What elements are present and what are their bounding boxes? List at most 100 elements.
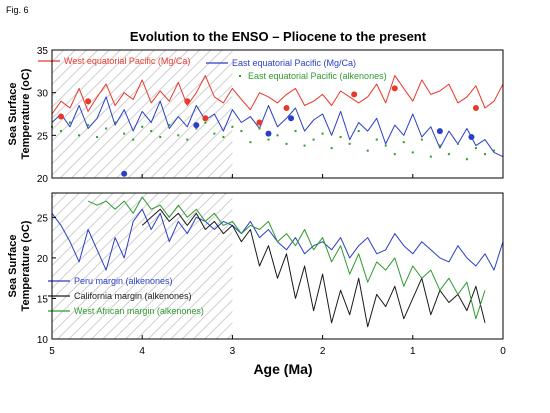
- y-axis-label: Sea SurfaceTemperature (oC): [7, 220, 32, 311]
- data-point: [267, 138, 270, 141]
- y-tick-label: 25: [37, 213, 49, 224]
- plot-frame: [51, 49, 504, 179]
- data-point: [78, 134, 81, 137]
- data-point: [375, 138, 378, 141]
- data-point: [69, 121, 72, 124]
- data-marker: [391, 85, 398, 92]
- data-point: [240, 130, 243, 133]
- y-tick-label: 35: [37, 46, 49, 57]
- y-tick-label: 25: [37, 131, 49, 142]
- data-point: [249, 141, 252, 144]
- data-marker: [472, 105, 479, 112]
- shaded-region: [52, 50, 233, 178]
- data-point: [195, 127, 198, 130]
- y-tick-label: 10: [37, 335, 49, 346]
- x-tick-label: 1: [410, 346, 416, 357]
- data-point: [177, 134, 180, 137]
- top-panel: West equatorial Pacific (Mg/Ca) East equa…: [7, 46, 504, 185]
- data-point: [213, 132, 216, 135]
- data-point: [303, 144, 306, 147]
- data-point: [465, 158, 468, 161]
- y-tick-label: 15: [37, 294, 49, 305]
- data-point: [483, 153, 486, 156]
- plot-frame: [51, 192, 504, 340]
- x-tick-label: 5: [49, 346, 55, 357]
- series-line: [51, 75, 504, 115]
- y-axis-label: Sea SurfaceTemperature (oC): [7, 68, 32, 159]
- legend-label: East equatorial Pacific (Mg/Ca): [232, 58, 356, 68]
- chart-title: Evolution to the ENSO – Pliocene to the …: [130, 29, 427, 44]
- data-point: [159, 136, 162, 139]
- data-point: [294, 130, 297, 133]
- data-point: [258, 127, 261, 130]
- y-tick-label: 30: [37, 89, 49, 100]
- data-marker: [436, 128, 443, 135]
- legend-label: West equatorial Pacific (Mg/Ca): [64, 56, 190, 66]
- data-point: [330, 147, 333, 150]
- data-point: [402, 141, 405, 144]
- series-line: [87, 196, 486, 320]
- data-marker: [351, 91, 358, 98]
- data-point: [105, 127, 108, 130]
- legend-label: California margin (alkenones): [74, 291, 192, 301]
- data-marker: [288, 115, 295, 122]
- data-point: [168, 124, 171, 127]
- data-point: [285, 142, 288, 145]
- data-marker: [283, 105, 290, 112]
- data-point: [429, 155, 432, 158]
- data-point: [231, 125, 234, 128]
- data-marker: [184, 98, 191, 105]
- legend-label: East equatorial Pacific (alkenones): [248, 71, 387, 81]
- legend-label: Peru margin (alkenones): [74, 276, 173, 286]
- data-point: [357, 130, 360, 133]
- data-marker: [193, 122, 200, 129]
- data-point: [456, 142, 459, 145]
- x-tick-label: 3: [230, 346, 236, 357]
- data-point: [366, 149, 369, 152]
- data-marker: [58, 113, 65, 120]
- series-line: [141, 208, 486, 328]
- x-axis-label: Age (Ma): [253, 361, 312, 377]
- y-tick-label: 20: [37, 254, 49, 265]
- data-point: [492, 149, 495, 152]
- y-tick-label: 20: [37, 174, 49, 185]
- data-point: [447, 153, 450, 156]
- data-point: [96, 136, 99, 139]
- data-point: [393, 153, 396, 156]
- data-point: [339, 136, 342, 139]
- data-point: [114, 121, 117, 124]
- data-point: [123, 132, 126, 135]
- x-tick-label: 0: [500, 346, 506, 357]
- legend-label: West African margin (alkenones): [74, 306, 204, 316]
- data-point: [411, 151, 414, 154]
- data-marker: [121, 170, 128, 177]
- data-point: [60, 130, 63, 133]
- data-point: [420, 138, 423, 141]
- data-marker: [468, 134, 475, 141]
- bottom-panel: Peru margin (alkenones) California margin…: [7, 192, 506, 357]
- x-tick-label: 2: [320, 346, 326, 357]
- data-point: [438, 144, 441, 147]
- data-point: [132, 138, 135, 141]
- data-point: [204, 121, 207, 124]
- data-marker: [265, 130, 272, 137]
- data-point: [186, 138, 189, 141]
- figure-label: Fig. 6: [6, 5, 29, 15]
- data-point: [276, 134, 279, 137]
- data-point: [384, 144, 387, 147]
- legend-swatch: [239, 75, 241, 77]
- data-point: [474, 147, 477, 150]
- x-tick-label: 4: [139, 346, 145, 357]
- data-point: [348, 142, 351, 145]
- data-point: [321, 132, 324, 135]
- shaded-region: [52, 193, 233, 339]
- data-point: [150, 130, 153, 133]
- data-point: [87, 124, 90, 127]
- series-line: [51, 96, 504, 158]
- data-point: [222, 136, 225, 139]
- data-marker: [256, 119, 263, 126]
- data-marker: [85, 98, 92, 105]
- data-point: [141, 125, 144, 128]
- data-point: [312, 138, 315, 141]
